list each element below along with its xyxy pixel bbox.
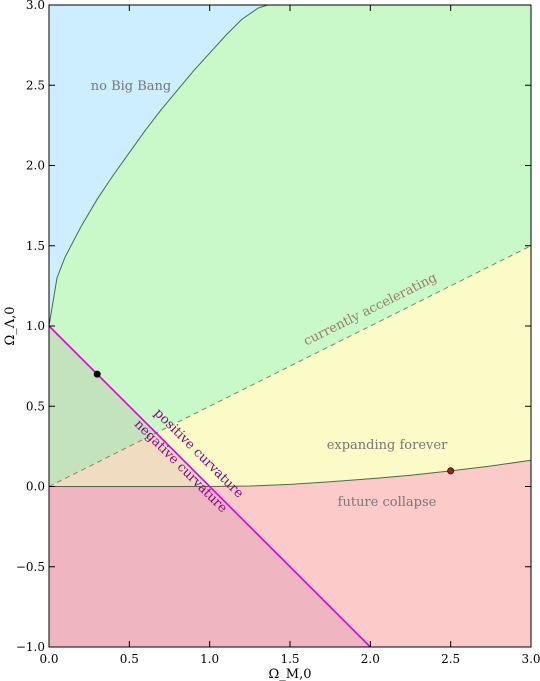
y-tick-label: −1.0 <box>16 640 45 654</box>
x-axis: 0.0 0.5 1.0 1.5 2.0 2.5 3.0 <box>39 5 540 666</box>
y-axis-label: Ω_Λ,0 <box>3 306 18 345</box>
x-tick-label: 2.0 <box>361 652 380 666</box>
y-tick-label: −0.5 <box>16 560 45 574</box>
y-tick-label: 1.0 <box>26 319 45 333</box>
y-tick-label: 3.0 <box>26 0 45 12</box>
x-tick-label: 1.5 <box>280 652 299 666</box>
y-axis: −1.0 −0.5 0.0 0.5 1.0 1.5 2.0 2.5 3.0 <box>16 0 531 654</box>
positive-curvature-expanding-tint <box>49 433 210 487</box>
y-tick-label: 0.0 <box>26 480 45 494</box>
future-collapse-label: future collapse <box>338 495 437 510</box>
x-tick-label: 2.5 <box>441 652 460 666</box>
flat-universe-line <box>49 325 371 647</box>
x-tick-label: 0.5 <box>120 652 139 666</box>
no-big-bang-label: no Big Bang <box>91 79 172 94</box>
y-tick-label: 1.5 <box>26 239 45 253</box>
y-tick-label: 2.5 <box>26 78 45 92</box>
no-big-bang-region <box>49 5 268 326</box>
y-tick-label: 2.0 <box>26 159 45 173</box>
recollapse-boundary-line <box>49 459 531 487</box>
x-tick-label: 0.0 <box>39 652 58 666</box>
currently-accelerating-region <box>49 5 531 487</box>
big-bang-boundary-line <box>49 5 268 327</box>
y-tick-label: 0.5 <box>26 399 45 413</box>
expanding-forever-label: expanding forever <box>327 438 448 453</box>
positive-curvature-collapse-tint <box>49 486 371 647</box>
positive-curvature-accelerating-tint <box>49 326 157 487</box>
x-axis-label: Ω_M,0 <box>269 667 312 681</box>
x-tick-label: 1.0 <box>200 652 219 666</box>
universe-point-black <box>93 370 101 378</box>
x-tick-label: 3.0 <box>521 652 540 666</box>
universe-point-red <box>447 467 455 475</box>
